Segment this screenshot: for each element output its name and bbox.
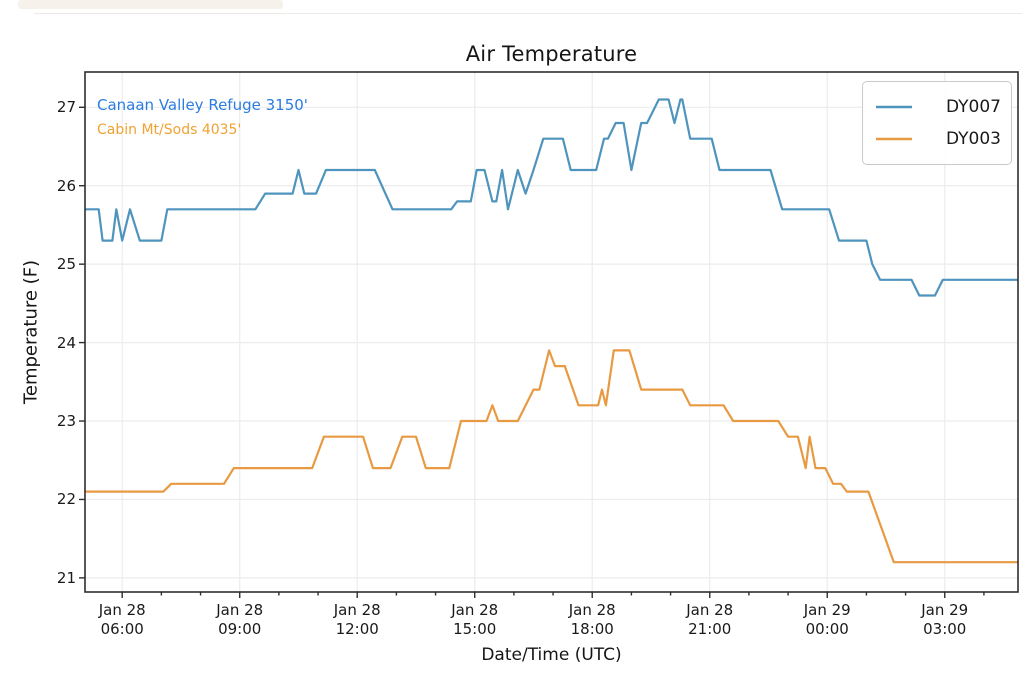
top-divider-line bbox=[34, 13, 1022, 14]
y-tick-label: 22 bbox=[56, 490, 76, 509]
y-tick-label: 21 bbox=[56, 568, 76, 587]
y-tick-label: 27 bbox=[56, 98, 76, 117]
x-tick-label: Jan 28 09:00 bbox=[216, 601, 264, 638]
legend-line-swatch-dy003 bbox=[876, 137, 912, 141]
y-tick-label: 23 bbox=[56, 412, 76, 431]
station-annotation-cabin: Cabin Mt/Sods 4035' bbox=[97, 122, 242, 138]
plot-border bbox=[84, 71, 1019, 593]
x-tick-label: Jan 28 18:00 bbox=[568, 601, 616, 638]
y-tick-label: 25 bbox=[56, 255, 76, 274]
x-tick-label: Jan 29 00:00 bbox=[803, 601, 851, 638]
legend-item-dy003: DY003 bbox=[875, 123, 1001, 155]
x-tick-label: Jan 28 21:00 bbox=[686, 601, 734, 638]
y-tick-label: 26 bbox=[56, 176, 76, 195]
legend-label-dy007: DY007 bbox=[946, 97, 1001, 117]
x-tick-label: Jan 29 03:00 bbox=[921, 601, 969, 638]
x-axis-label: Date/Time (UTC) bbox=[481, 645, 622, 665]
top-edge-artifact bbox=[18, 0, 283, 9]
chart-title: Air Temperature bbox=[465, 42, 638, 66]
legend-label-dy003: DY003 bbox=[946, 129, 1001, 149]
legend-line-swatch-dy007 bbox=[876, 105, 912, 109]
series-line-dy003 bbox=[85, 349, 1018, 564]
legend-item-dy007: DY007 bbox=[875, 91, 1001, 123]
y-tick-label: 24 bbox=[56, 333, 76, 352]
station-annotation-canaan: Canaan Valley Refuge 3150' bbox=[97, 96, 308, 114]
chart-legend: DY007 DY003 bbox=[862, 81, 1012, 165]
x-tick-label: Jan 28 15:00 bbox=[451, 601, 499, 638]
x-tick-label: Jan 28 12:00 bbox=[333, 601, 381, 638]
x-tick-label: Jan 28 06:00 bbox=[98, 601, 146, 638]
series-line-dy007 bbox=[85, 98, 1018, 297]
